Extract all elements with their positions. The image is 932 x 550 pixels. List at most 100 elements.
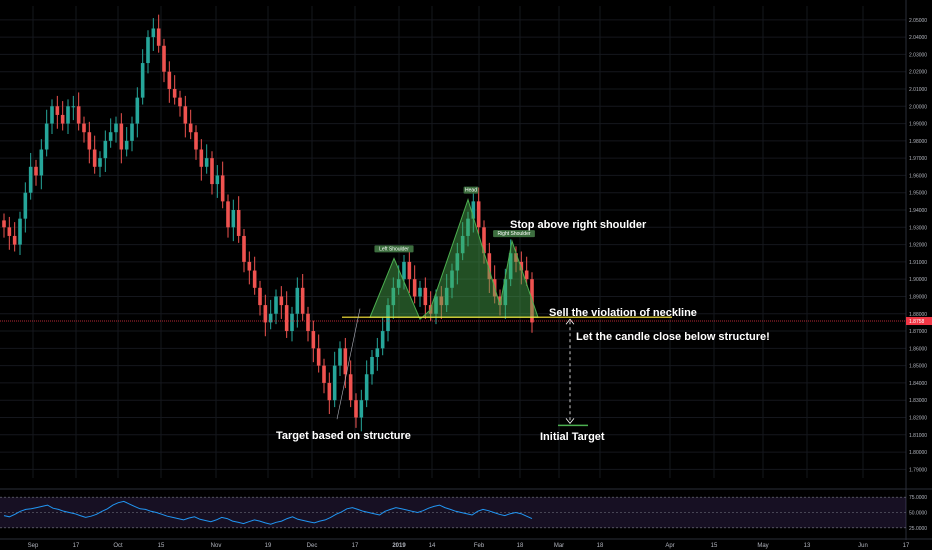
candle-body [316,348,321,366]
candle-body [466,218,470,236]
candle-body [12,235,17,245]
candle-body [263,305,268,323]
candle-body [364,374,369,401]
time-tick-label: Sep [28,543,39,549]
left-shoulder-tag [374,245,414,253]
candle-body [444,287,449,306]
candle-body [295,287,300,314]
candle-body [423,287,428,306]
price-tick-label: 1.83000 [909,398,927,404]
candle-body [252,270,257,288]
time-tick-label: Feb [474,543,485,549]
candle-body [44,123,49,150]
candle-body [503,279,508,306]
candle-body [407,261,412,280]
price-tick-label: 2.01000 [909,87,927,93]
price-tick-label: 2.05000 [909,18,927,24]
candle-body [455,253,460,271]
price-tick-label: 1.80000 [909,450,927,456]
annotations: Stop above right shoulder Sell the violat… [276,219,770,443]
rsi-pane[interactable]: 75.0000 50.0000 25.0000 [0,488,932,532]
candle-body [274,296,278,314]
candle-body [450,270,454,288]
candle-body [98,158,102,167]
candle-body [476,201,481,228]
candle-body [460,235,465,254]
candle-body [348,374,353,401]
price-tick-label: 2.04000 [909,35,927,41]
price-axis[interactable]: 2.05000 2.04000 2.03000 2.02000 2.01000 2.000… [905,0,932,550]
time-tick-label: Dec [307,543,318,549]
candle-body [119,123,124,150]
candle-body [114,123,118,133]
structure-target-line [336,308,361,420]
candle-body [220,175,225,202]
candle-body [66,106,70,124]
candle-body [396,279,401,288]
price-tick-label: 1.97000 [909,156,927,162]
price-tick-label: 2.02000 [909,70,927,76]
price-tick-label: 1.90000 [909,277,927,283]
candle-body [140,63,145,98]
candle-body [151,28,156,38]
candle-body [199,149,204,167]
time-tick-label: May [757,543,768,549]
candle-body [156,28,161,46]
annotation-stop: Stop above right shoulder [510,219,647,231]
candle-body [39,149,44,176]
time-axis[interactable]: Sep 17 Oct 15 Nov 19 Dec 17 2019 14 Feb 18 Mar 18 Apr 1… [0,538,932,549]
time-tick-label: 13 [804,543,811,549]
candle-body [343,348,348,375]
candle-body [354,400,358,418]
time-tick-label: Apr [665,543,674,549]
price-tick-label: 1.89000 [909,294,927,300]
time-tick-label: 18 [517,543,524,549]
price-tick-label: 1.88000 [909,312,927,318]
candle-body [439,296,444,306]
candle-body [284,305,289,332]
candle-body [162,45,166,72]
candle-body [300,287,305,314]
price-tick-label: 1.92000 [909,243,927,249]
candle-body [55,106,60,115]
time-tick-label: Nov [211,543,222,549]
candle-body [380,331,385,349]
right-shoulder-tag [493,230,535,238]
arrow-head-up [565,318,575,325]
candle-body [71,106,76,108]
rsi-tick-label: 75.0000 [909,495,927,501]
candle-body [18,218,22,245]
price-tick-label: 1.79000 [909,467,927,473]
candle-body [418,287,422,297]
candle-body [338,348,342,366]
head-and-shoulders-pattern: Left Shoulder Head Right Shoulder [0,186,906,420]
time-tick-label: Jun [858,543,868,549]
time-tick-label: 15 [711,543,718,549]
left-shoulder-label: Left Shoulder [379,246,409,252]
candle-body [370,356,374,375]
candle-body [172,88,177,98]
candle-body [498,296,502,306]
time-tick-label: Oct [113,543,123,549]
price-tick-label: 1.81000 [909,433,927,439]
last-price-label: 1.8758 [909,319,925,325]
candle-body [231,210,236,228]
candle-body [290,313,294,332]
candle-body [508,253,513,280]
price-tick-label: 1.82000 [909,415,927,421]
candle-body [135,97,140,124]
candle-body [359,400,364,418]
time-tick-label: 14 [429,543,436,549]
price-tick-label: 2.03000 [909,52,927,58]
candle-body [23,192,28,219]
candle-body [87,132,92,150]
candle-body [311,331,316,349]
candle-body [183,106,188,124]
time-tick-label: 17 [352,543,359,549]
head-tag [463,186,479,194]
price-tick-label: 1.87000 [909,329,927,335]
candle-body [519,261,524,271]
time-tick-label: 15 [158,543,165,549]
candle-body [204,158,209,167]
